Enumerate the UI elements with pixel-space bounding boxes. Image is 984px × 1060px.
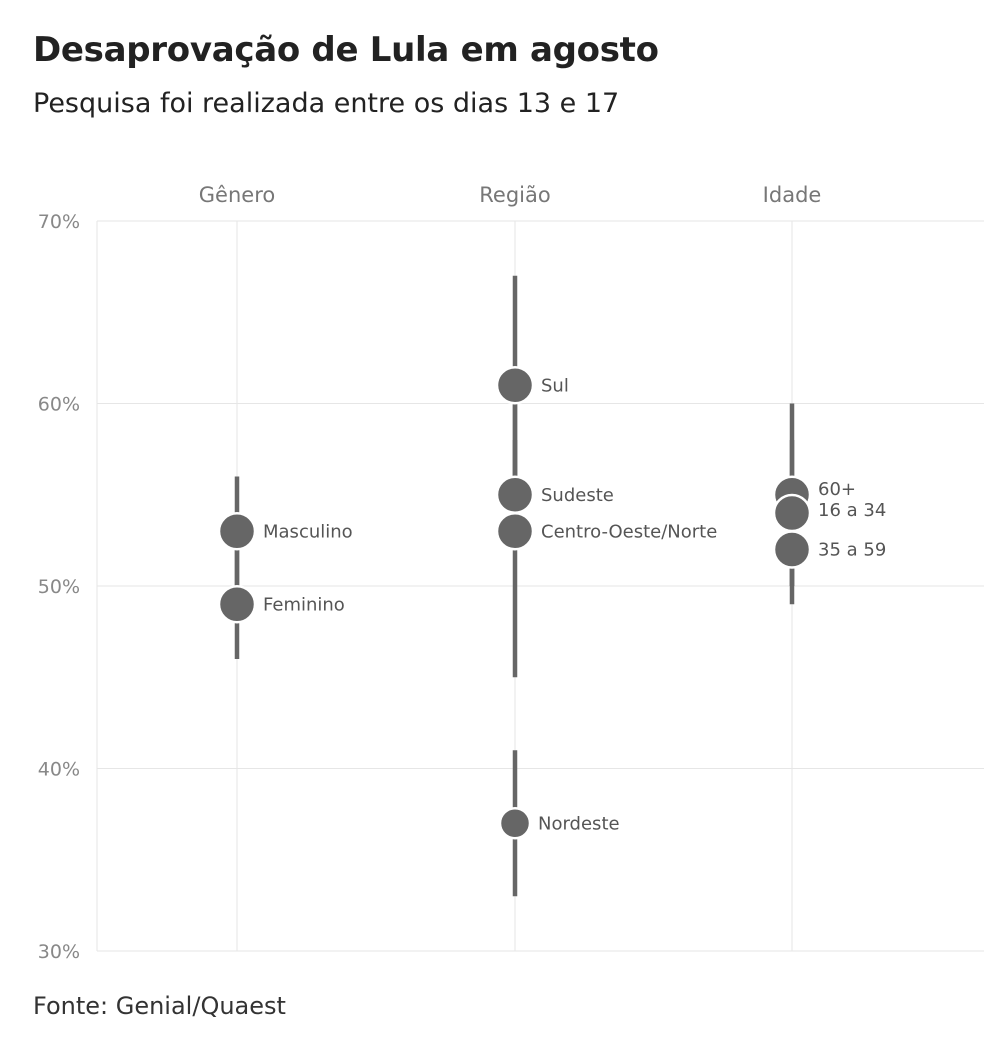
point-35-a-59: [772, 530, 812, 569]
facet-label-regiao: Região: [479, 183, 550, 207]
point-sudeste: [495, 475, 535, 514]
point-label-16-a-34: 16 a 34: [818, 500, 886, 521]
point-label-masculino: Masculino: [263, 521, 353, 542]
y-tick-label-60: 60%: [38, 394, 80, 416]
point-sul: [495, 366, 535, 405]
source-note: Fonte: Genial/Quaest: [33, 992, 286, 1020]
chart-subtitle: Pesquisa foi realizada entre os dias 13 …: [33, 88, 620, 119]
point-nordeste: [498, 807, 532, 840]
point-centro-oeste-norte: [495, 512, 535, 551]
point-label-35-a-59: 35 a 59: [818, 540, 886, 561]
chart-title: Desaprovação de Lula em agosto: [33, 30, 659, 70]
y-tick-label-70: 70%: [38, 211, 80, 233]
y-tick-label-40: 40%: [38, 759, 80, 781]
point-label-centro-oeste-norte: Centro-Oeste/Norte: [541, 521, 717, 542]
point-masculino: [217, 512, 257, 551]
point-label-sul: Sul: [541, 375, 569, 396]
point-label-60: 60+: [818, 479, 856, 500]
facet-label-idade: Idade: [763, 183, 822, 207]
facet-label-genero: Gênero: [199, 183, 275, 207]
point-label-nordeste: Nordeste: [538, 813, 620, 834]
point-label-sudeste: Sudeste: [541, 485, 614, 506]
point-16-a-34: [772, 493, 812, 533]
chart-plot: 30% 40% 50% 60% 70% Gênero Região Idade Masculi…: [38, 183, 984, 963]
point-label-feminino: Feminino: [263, 594, 345, 615]
y-tick-label-50: 50%: [38, 576, 80, 598]
grid-layer: 30% 40% 50% 60% 70% Gênero Região Idade: [38, 183, 984, 963]
point-layer: [217, 366, 812, 840]
label-layer: Masculino Feminino Sul Sudeste Centro-Oeste/…: [263, 375, 886, 834]
y-tick-label-30: 30%: [38, 941, 80, 963]
point-feminino: [217, 585, 257, 624]
